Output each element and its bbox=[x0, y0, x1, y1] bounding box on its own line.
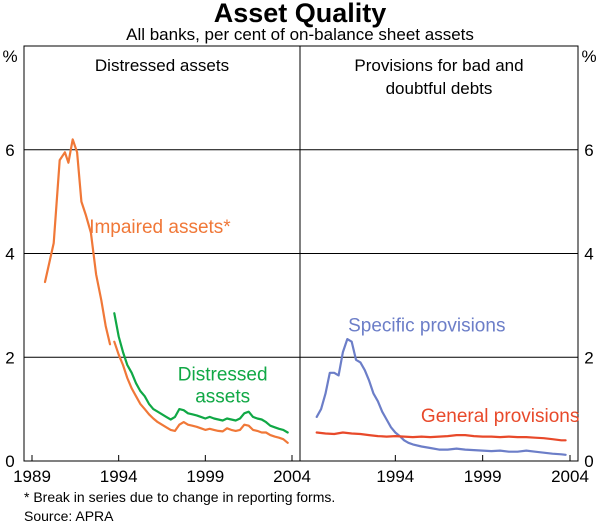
x-tick-label-1994: 1994 bbox=[100, 467, 138, 486]
series-label-panel-2-1-line-1: Specific provisions bbox=[348, 315, 505, 336]
panel-2-title-line-2: doubtful debts bbox=[386, 79, 493, 98]
plot-border bbox=[23, 45, 579, 462]
x-tick-label-1999: 1999 bbox=[186, 467, 224, 486]
plot-frame bbox=[23, 45, 579, 462]
chart-subtitle: All banks, per cent of on-balance sheet … bbox=[126, 25, 474, 44]
y-unit-left: % bbox=[2, 47, 17, 66]
y-tick-left-4: 4 bbox=[5, 245, 14, 264]
series-line-specific-provisions bbox=[315, 338, 567, 456]
series-line-impaired-assets bbox=[43, 138, 112, 346]
x-tick-label-1989: 1989 bbox=[13, 467, 51, 486]
footnote-source: Source: APRA bbox=[24, 508, 114, 524]
panel-2-title-line-1: Provisions for bad and bbox=[354, 56, 523, 75]
footnote-break: * Break in series due to change in repor… bbox=[24, 489, 335, 505]
x-tick-label-2004: 2004 bbox=[551, 467, 589, 486]
gridlines bbox=[24, 149, 578, 358]
series-label-panel-2-2-line-1: General provisions bbox=[421, 406, 579, 427]
y-tick-right-4: 4 bbox=[584, 245, 593, 264]
y-unit-right: % bbox=[581, 47, 596, 66]
x-tick-label-1999: 1999 bbox=[464, 467, 502, 486]
series-label-panel-1-2-line-1: Distressed bbox=[178, 365, 268, 386]
x-tick-label-2004: 2004 bbox=[273, 467, 311, 486]
y-tick-right-2: 2 bbox=[584, 348, 593, 367]
series-label-panel-1-2-line-2: assets bbox=[195, 387, 250, 408]
series-label-panel-1-1-line-1: Impaired assets* bbox=[89, 217, 231, 238]
series-line-general-provisions bbox=[315, 431, 567, 442]
series-layer bbox=[43, 138, 567, 456]
series-line-distressed-assets bbox=[113, 312, 289, 434]
y-tick-left-6: 6 bbox=[5, 141, 14, 160]
chart-title: Asset Quality bbox=[214, 0, 387, 28]
panel-1-title-line-1: Distressed assets bbox=[95, 56, 229, 75]
series-line-impaired-assets-after-break bbox=[113, 340, 289, 444]
y-tick-left-0: 0 bbox=[5, 452, 14, 471]
y-tick-right-6: 6 bbox=[584, 141, 593, 160]
labels-layer: 0 0 2 2 4 4 6 6 Distressed assets 1989 1994 1999 200… bbox=[5, 56, 593, 486]
y-tick-right-0: 0 bbox=[584, 452, 593, 471]
y-tick-left-2: 2 bbox=[5, 348, 14, 367]
x-tick-label-1994: 1994 bbox=[376, 467, 414, 486]
